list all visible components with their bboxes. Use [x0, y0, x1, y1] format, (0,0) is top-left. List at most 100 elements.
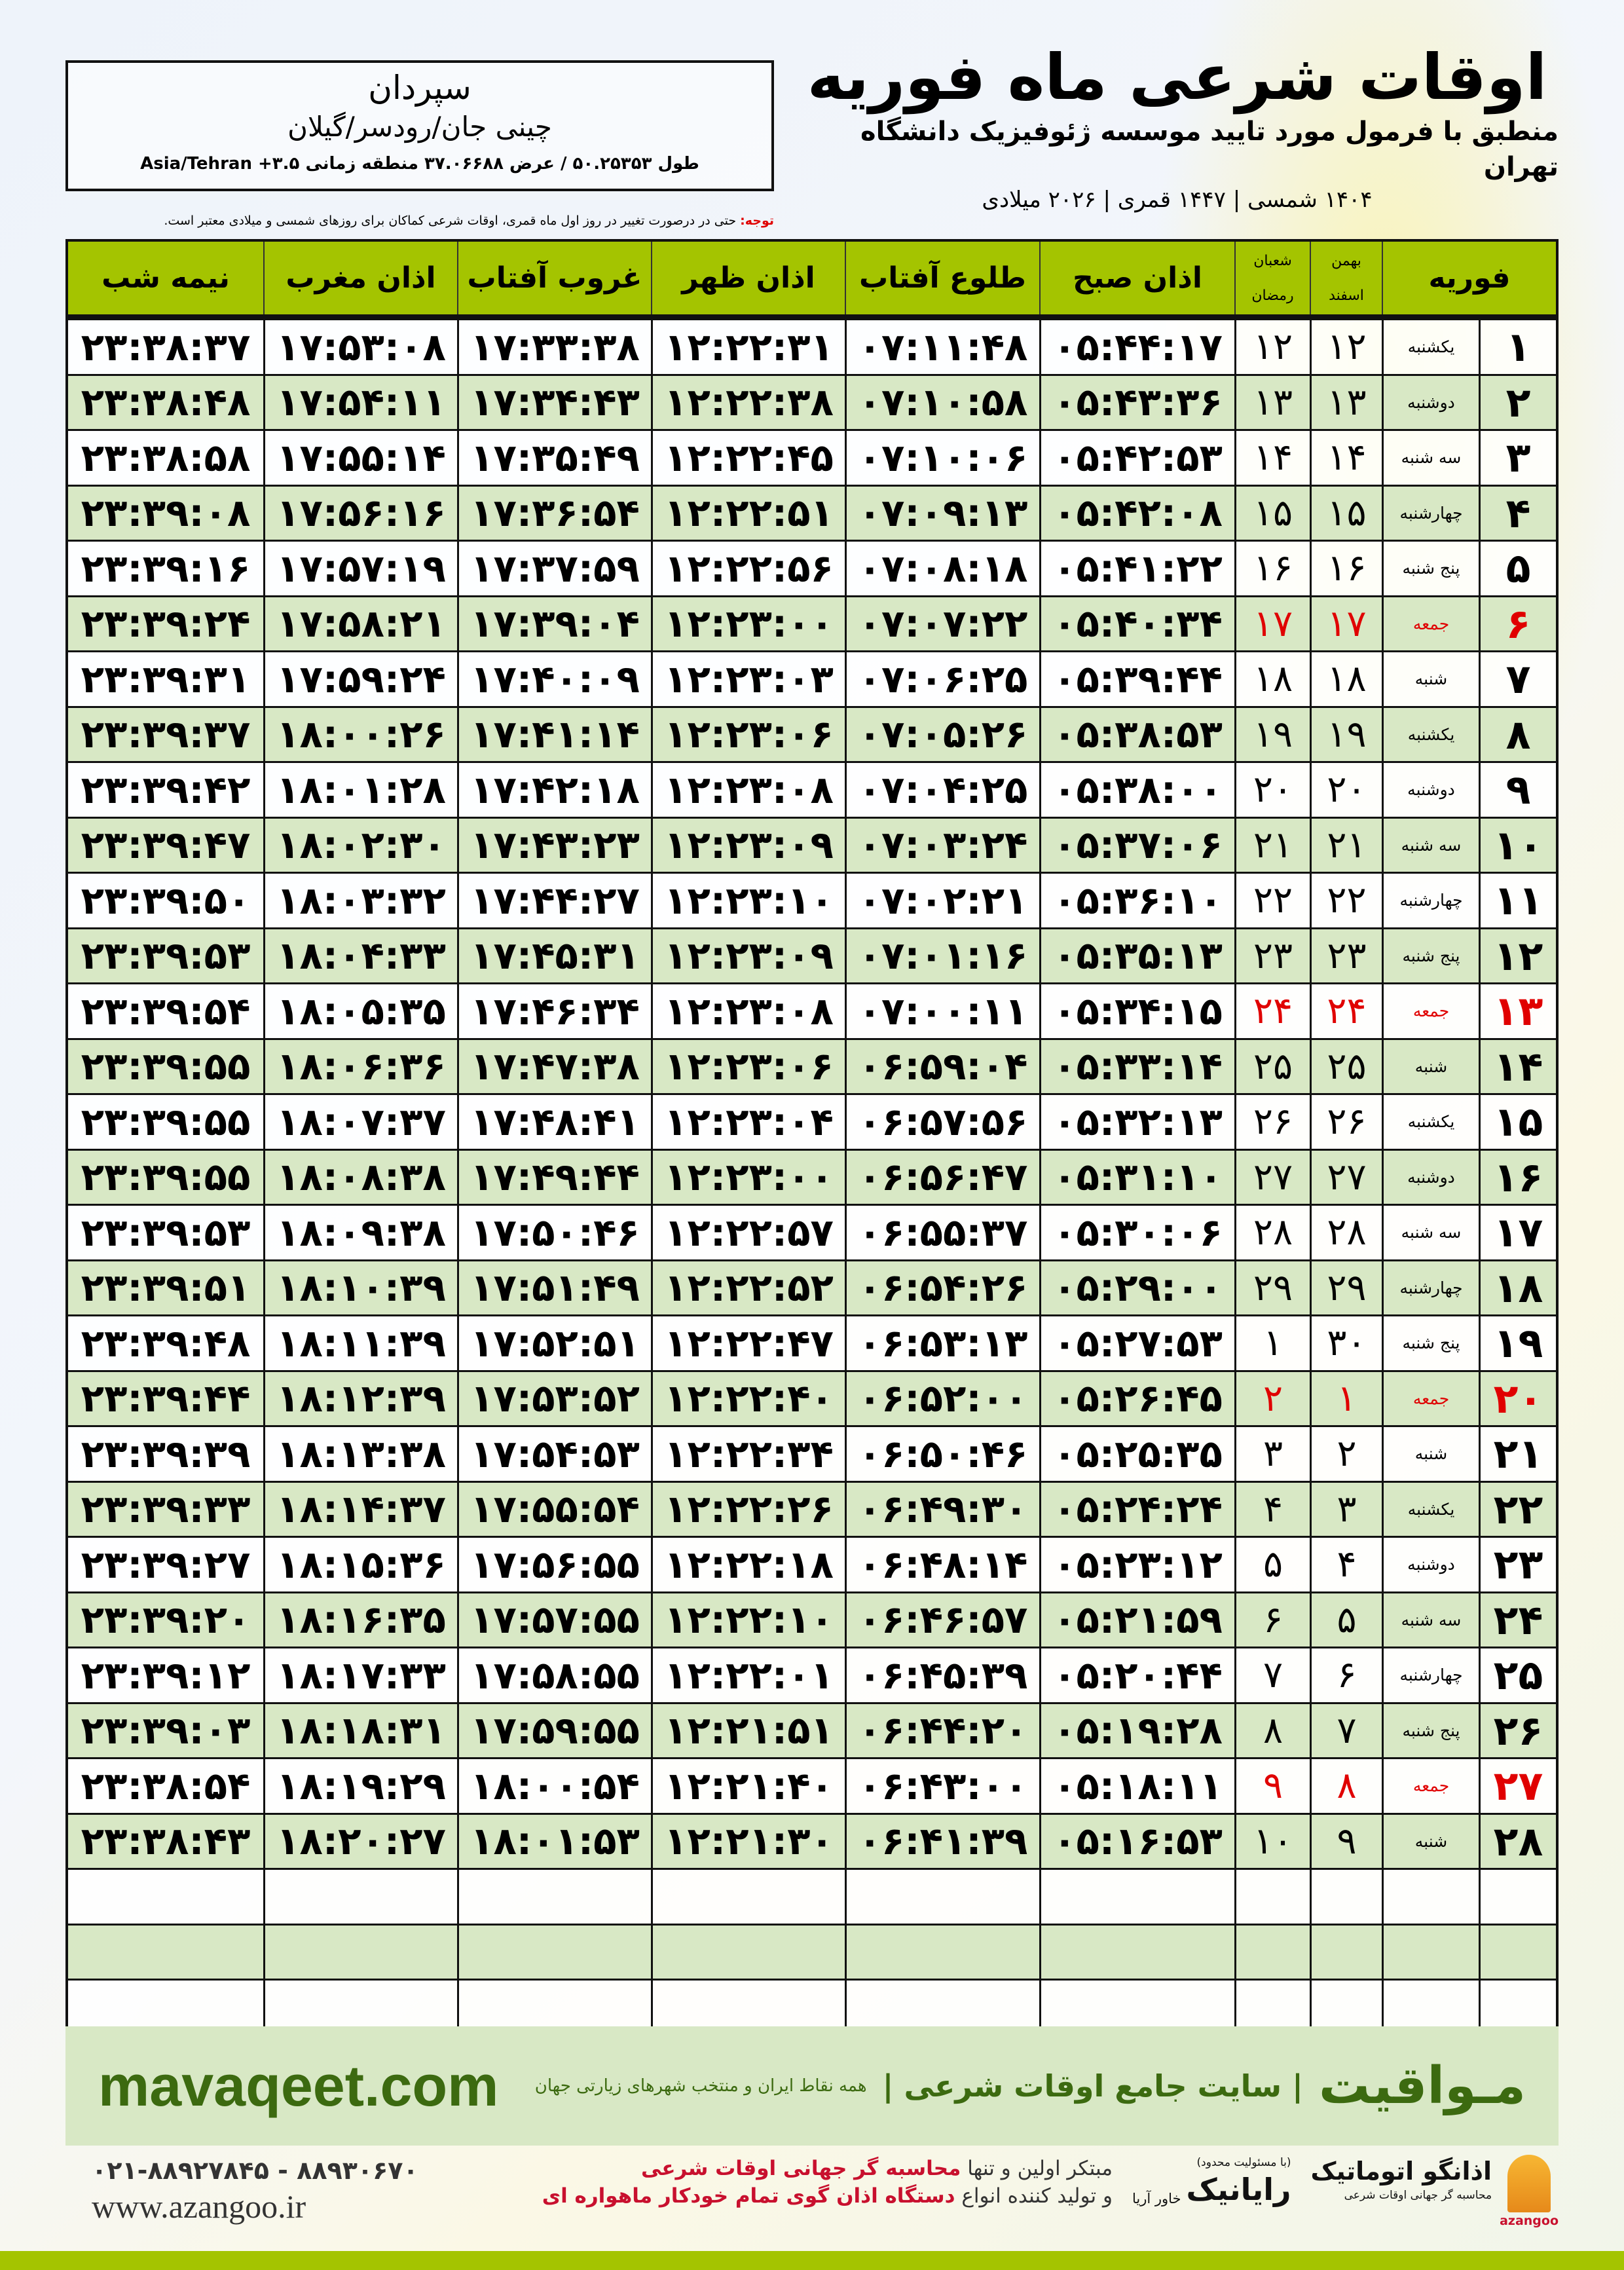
cell-day: ۳ — [1479, 431, 1556, 485]
contact-block: ۰۲۱-۸۸۹۲۷۸۴۵ - ۸۸۹۳۰۶۷۰ www.azangoo.ir — [92, 2155, 458, 2227]
cell-hijri-day: ۱۹ — [1234, 707, 1310, 761]
cell-maghrib: ۱۷:۵۵:۱۴ — [263, 431, 457, 485]
cell-fajr: ۰۵:۲۹:۰۰ — [1039, 1261, 1234, 1314]
table-header: نیمه شب اذان مغرب غروب آفتاب اذان ظهر طل… — [68, 242, 1556, 318]
cell-sunrise: ۰۷:۱۰:۵۸ — [845, 375, 1039, 429]
cell-sunrise: ۰۶:۵۲:۰۰ — [845, 1371, 1039, 1425]
cell-midnight: ۲۳:۳۹:۵۳ — [81, 1210, 251, 1255]
cell-sunrise: ۰۷:۰۵:۲۶ — [845, 707, 1039, 761]
cell-dhuhr: ۱۲:۲۲:۵۷ — [651, 1206, 845, 1259]
azangoo-url[interactable]: www.azangoo.ir — [92, 2188, 306, 2225]
cell-fajr: ۰۵:۴۱:۲۲ — [1039, 542, 1234, 595]
cell-day: ۲۱ — [1479, 1427, 1556, 1481]
cell-maghrib: ۱۷:۵۴:۱۱ — [263, 375, 457, 429]
cell-day — [1479, 1925, 1556, 1979]
cell-hijri-day: ۱۳ — [1234, 375, 1310, 429]
table-row — [68, 1979, 1556, 2034]
cell-fajr: ۰۵:۳۸:۵۳ — [1039, 707, 1234, 761]
cell-midnight: ۲۳:۳۹:۵۳ — [81, 933, 251, 978]
cell-weekday: پنج شنبه — [1382, 1316, 1479, 1370]
cell-midnight: ۲۳:۳۹:۵۵ — [81, 1155, 251, 1200]
cell-hijri-day: ۲۰ — [1234, 763, 1310, 817]
cell-weekday: دوشنبه — [1382, 1538, 1479, 1591]
col-midnight: نیمه شب — [101, 261, 230, 295]
cell-sunset: ۱۷:۵۵:۵۴ — [457, 1482, 651, 1536]
cell-day: ۹ — [1479, 763, 1556, 817]
cell-dhuhr — [651, 1925, 845, 1979]
cell-sunset: ۱۷:۴۱:۱۴ — [457, 707, 651, 761]
cell-fajr: ۰۵:۲۰:۴۴ — [1039, 1648, 1234, 1702]
cell-day: ۶ — [1479, 597, 1556, 650]
table-row: ۲۳:۳۹:۰۳ ۱۸:۱۸:۳۱ ۱۷:۵۹:۵۵ ۱۲:۲۱:۵۱ ۰۶:۴۴:۲۰… — [68, 1702, 1556, 1757]
cell-shamsi-day: ۲۰ — [1310, 763, 1382, 817]
cell-day: ۱۳ — [1479, 984, 1556, 1038]
city-name: سپردان — [368, 69, 471, 107]
cell-shamsi-day: ۱۹ — [1310, 707, 1382, 761]
cell-weekday: سه شنبه — [1382, 431, 1479, 485]
cell-sunset: ۱۷:۴۵:۳۱ — [457, 929, 651, 982]
cell-maghrib: ۱۸:۰۸:۳۸ — [263, 1150, 457, 1204]
table-row: ۲۳:۳۹:۱۶ ۱۷:۵۷:۱۹ ۱۷:۳۷:۵۹ ۱۲:۲۲:۵۶ ۰۷:۰۸:۱۸… — [68, 540, 1556, 595]
rayanik-sub: (با مسئولیت محدود) — [1196, 2156, 1291, 2169]
cell-weekday: جمعه — [1382, 1371, 1479, 1425]
cell-hijri-day: ۱۴ — [1234, 431, 1310, 485]
table-row: ۲۳:۳۹:۵۳ ۱۸:۰۴:۳۳ ۱۷:۴۵:۳۱ ۱۲:۲۳:۰۹ ۰۷:۰۱:۱۶… — [68, 927, 1556, 982]
cell-hijri-day — [1234, 1925, 1310, 1979]
cell-hijri-day — [1234, 1870, 1310, 1924]
site-url[interactable]: mavaqeet.com — [98, 2053, 499, 2118]
cell-day: ۲۶ — [1479, 1703, 1556, 1757]
slogan: | سایت جامع اوقات شرعی | — [882, 2068, 1303, 2104]
cell-weekday: سه شنبه — [1382, 818, 1479, 872]
cell-dhuhr: ۱۲:۲۳:۰۸ — [651, 763, 845, 817]
cell-dhuhr: ۱۲:۲۲:۲۶ — [651, 1482, 845, 1536]
cell-day — [1479, 1870, 1556, 1924]
cell-day: ۲۴ — [1479, 1593, 1556, 1647]
prayer-times-table: نیمه شب اذان مغرب غروب آفتاب اذان ظهر طل… — [65, 239, 1559, 2037]
cell-sunrise: ۰۷:۱۰:۰۶ — [845, 431, 1039, 485]
table-row: ۲۳:۳۸:۴۸ ۱۷:۵۴:۱۱ ۱۷:۳۴:۴۳ ۱۲:۲۲:۳۸ ۰۷:۱۰:۵۸… — [68, 373, 1556, 429]
cell-midnight: ۲۳:۳۹:۳۹ — [81, 1431, 251, 1476]
cell-sunset — [457, 1870, 651, 1924]
cell-hijri-day: ۲۵ — [1234, 1039, 1310, 1093]
cell-weekday: جمعه — [1382, 1759, 1479, 1813]
cell-fajr: ۰۵:۳۲:۱۳ — [1039, 1095, 1234, 1149]
cell-dhuhr: ۱۲:۲۳:۰۶ — [651, 707, 845, 761]
azangoo-name: اذانگو اتوماتیک — [1310, 2157, 1492, 2186]
cell-hijri-day: ۳ — [1234, 1427, 1310, 1481]
cell-dhuhr: ۱۲:۲۳:۰۶ — [651, 1039, 845, 1093]
cell-hijri-day: ۲ — [1234, 1371, 1310, 1425]
cell-day: ۱۰ — [1479, 818, 1556, 872]
cell-sunset: ۱۷:۳۹:۰۴ — [457, 597, 651, 650]
cell-fajr: ۰۵:۳۳:۱۴ — [1039, 1039, 1234, 1093]
note-label: توجه: — [740, 214, 774, 228]
cell-hijri-day: ۲۳ — [1234, 929, 1310, 982]
cell-maghrib: ۱۷:۵۶:۱۶ — [263, 486, 457, 540]
cell-midnight: ۲۳:۳۹:۳۱ — [81, 656, 251, 701]
cell-hijri-day: ۲۱ — [1234, 818, 1310, 872]
bottom-bar — [0, 2251, 1624, 2270]
cell-midnight — [68, 1926, 263, 1979]
cell-day: ۱۴ — [1479, 1039, 1556, 1093]
cell-shamsi-day: ۲ — [1310, 1427, 1382, 1481]
cell-sunset: ۱۷:۵۸:۵۵ — [457, 1648, 651, 1702]
cell-hijri-day: ۴ — [1234, 1482, 1310, 1536]
cell-fajr: ۰۵:۳۰:۰۶ — [1039, 1206, 1234, 1259]
table-row — [68, 1868, 1556, 1924]
cell-fajr: ۰۵:۱۶:۵۳ — [1039, 1814, 1234, 1868]
cell-hijri-day: ۱۲ — [1234, 320, 1310, 374]
cell-fajr: ۰۵:۳۶:۱۰ — [1039, 874, 1234, 927]
cell-sunrise: ۰۷:۰۱:۱۶ — [845, 929, 1039, 982]
cell-sunrise: ۰۷:۱۱:۴۸ — [845, 320, 1039, 374]
cell-dhuhr: ۱۲:۲۲:۰۱ — [651, 1648, 845, 1702]
table-row: ۲۳:۳۹:۵۱ ۱۸:۱۰:۳۹ ۱۷:۵۱:۴۹ ۱۲:۲۲:۵۲ ۰۶:۵۴:۲۶… — [68, 1259, 1556, 1314]
cell-shamsi-day — [1310, 1981, 1382, 2034]
cell-sunrise: ۰۶:۵۴:۲۶ — [845, 1261, 1039, 1314]
cell-dhuhr: ۱۲:۲۱:۳۰ — [651, 1814, 845, 1868]
cell-midnight: ۲۳:۳۸:۴۳ — [81, 1819, 251, 1864]
location-box: سپردان چینی جان/رودسر/گیلان طول ۵۰.۲۵۳۵۳… — [65, 60, 774, 191]
cell-maghrib: ۱۸:۱۳:۳۸ — [263, 1427, 457, 1481]
cell-dhuhr: ۱۲:۲۲:۳۴ — [651, 1427, 845, 1481]
cell-weekday — [1382, 1870, 1479, 1924]
cell-sunset — [457, 1925, 651, 1979]
cell-maghrib: ۱۸:۱۸:۳۱ — [263, 1703, 457, 1757]
